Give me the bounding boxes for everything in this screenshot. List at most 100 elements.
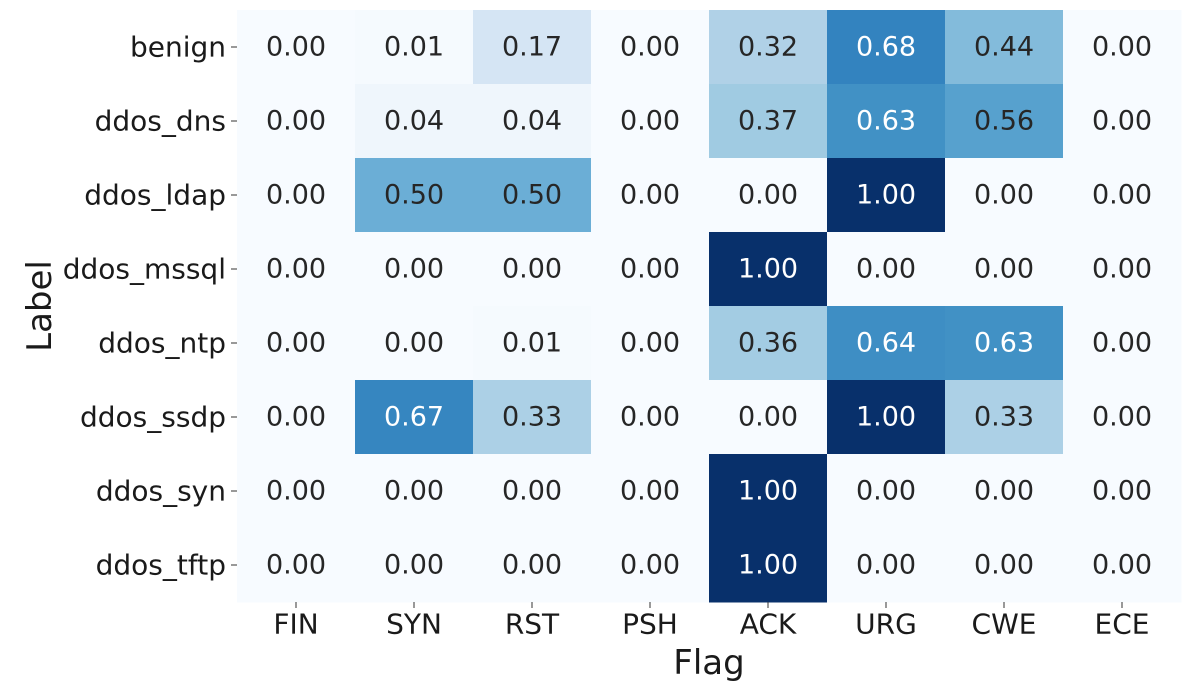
heatmap-cell-value: 0.00: [384, 254, 444, 285]
heatmap-cell-ddos_ntp-ECE: [1063, 306, 1182, 381]
heatmap-cell-benign-PSH: [591, 10, 710, 85]
heatmap-cell-ddos_dns-FIN: [237, 84, 356, 159]
heatmap-cell-value: 0.00: [1092, 550, 1152, 581]
heatmap-cell-ddos_ssdp-ECE: [1063, 380, 1182, 455]
heatmap-cell-value: 1.00: [738, 476, 798, 507]
heatmap-cell-value: 0.17: [502, 32, 562, 63]
heatmap-cell-value: 0.44: [974, 32, 1034, 63]
heatmap-cell-benign-CWE: [945, 10, 1064, 85]
heatmap-cell-value: 0.00: [620, 254, 680, 285]
y-tick-label: benign: [130, 31, 226, 64]
heatmap-cell-value: 1.00: [738, 254, 798, 285]
heatmap-cell-ddos_tftp-ECE: [1063, 528, 1182, 603]
heatmap-cell-value: 0.00: [384, 328, 444, 359]
heatmap-cell-ddos_syn-ECE: [1063, 454, 1182, 529]
heatmap-cell-value: 0.67: [384, 402, 444, 433]
heatmap-cell-value: 0.32: [738, 32, 798, 63]
y-tick-label: ddos_mssql: [63, 253, 226, 286]
heatmap-cell-ddos_ssdp-RST: [473, 380, 592, 455]
heatmap-cell-value: 1.00: [856, 402, 916, 433]
heatmap-cell-ddos_mssql-ACK: [709, 232, 828, 307]
heatmap-cell-value: 0.00: [384, 550, 444, 581]
heatmap-cell-ddos_syn-CWE: [945, 454, 1064, 529]
heatmap-cell-ddos_syn-PSH: [591, 454, 710, 529]
heatmap-cell-ddos_ntp-PSH: [591, 306, 710, 381]
heatmap-cell-ddos_ntp-URG: [827, 306, 946, 381]
y-tick-label: ddos_ssdp: [80, 401, 226, 434]
heatmap-cell-value: 0.00: [856, 254, 916, 285]
heatmap-cell-ddos_ldap-CWE: [945, 158, 1064, 233]
heatmap-cell-ddos_syn-URG: [827, 454, 946, 529]
heatmap-cell-ddos_ldap-ECE: [1063, 158, 1182, 233]
heatmap-cell-ddos_ldap-PSH: [591, 158, 710, 233]
heatmap-cell-value: 0.63: [974, 328, 1034, 359]
heatmap-cell-value: 0.33: [974, 402, 1034, 433]
heatmap-cell-ddos_syn-ACK: [709, 454, 828, 529]
heatmap-cell-labels: 0.00 0.01 0.17 0.00 0.32 0.68 0.44 0.00 0.00 0.04…: [266, 32, 1152, 581]
y-tick-label: ddos_ntp: [98, 327, 226, 360]
heatmap-cell-ddos_ldap-RST: [473, 158, 592, 233]
heatmap-cell-value: 0.00: [974, 476, 1034, 507]
heatmap-cell-ddos_dns-RST: [473, 84, 592, 159]
heatmap-cell-ddos_ssdp-ACK: [709, 380, 828, 455]
heatmap-cell-value: 0.00: [620, 550, 680, 581]
x-tick-label: ECE: [1095, 608, 1150, 641]
heatmap-cell-value: 0.00: [620, 328, 680, 359]
heatmap-cell-ddos_tftp-URG: [827, 528, 946, 603]
heatmap-cell-ddos_ssdp-URG: [827, 380, 946, 455]
heatmap-cell-benign-FIN: [237, 10, 356, 85]
heatmap-cell-value: 0.00: [856, 550, 916, 581]
heatmap-cell-value: 0.68: [856, 32, 916, 63]
heatmap-cell-ddos_ntp-CWE: [945, 306, 1064, 381]
x-axis-ticks: FIN SYN RST PSH ACK URG CWE ECE: [273, 602, 1149, 641]
x-tick-label: FIN: [273, 608, 318, 641]
x-tick-label: SYN: [386, 608, 442, 641]
heatmap-cell-value: 0.00: [856, 476, 916, 507]
heatmap-cell-ddos_ldap-URG: [827, 158, 946, 233]
heatmap-cell-benign-ACK: [709, 10, 828, 85]
heatmap-cell-value: 0.00: [974, 180, 1034, 211]
y-axis-title: Label: [20, 260, 60, 352]
heatmap-cell-ddos_dns-PSH: [591, 84, 710, 159]
heatmap-cell-value: 0.00: [1092, 254, 1152, 285]
heatmap-cell-ddos_dns-ECE: [1063, 84, 1182, 159]
x-tick-label: RST: [505, 608, 560, 641]
heatmap-cell-ddos_mssql-URG: [827, 232, 946, 307]
heatmap-cell-ddos_tftp-SYN: [355, 528, 474, 603]
heatmap-cell-ddos_ssdp-PSH: [591, 380, 710, 455]
heatmap-cell-value: 0.36: [738, 328, 798, 359]
heatmap-cell-ddos_mssql-FIN: [237, 232, 356, 307]
heatmap-cell-value: 0.63: [856, 106, 916, 137]
heatmap-cell-ddos_mssql-PSH: [591, 232, 710, 307]
heatmap-cell-value: 0.00: [1092, 328, 1152, 359]
heatmap-cell-ddos_ldap-FIN: [237, 158, 356, 233]
heatmap-cell-value: 0.64: [856, 328, 916, 359]
heatmap-cell-value: 0.00: [620, 106, 680, 137]
y-tick-label: ddos_dns: [95, 105, 226, 138]
heatmap-cell-value: 0.00: [1092, 32, 1152, 63]
heatmap-cell-ddos_tftp-RST: [473, 528, 592, 603]
heatmap-cell-value: 0.00: [502, 550, 562, 581]
heatmap-cell-value: 0.04: [384, 106, 444, 137]
y-tick-label: ddos_ldap: [84, 179, 226, 212]
heatmap-cell-benign-ECE: [1063, 10, 1182, 85]
heatmap-cell-value: 0.33: [502, 402, 562, 433]
heatmap-cell-ddos_ssdp-CWE: [945, 380, 1064, 455]
x-axis-title: Flag: [673, 643, 744, 683]
heatmap-cell-value: 0.50: [502, 180, 562, 211]
heatmap-cell-value: 0.00: [738, 180, 798, 211]
heatmap-cell-benign-SYN: [355, 10, 474, 85]
heatmap-cell-value: 0.01: [502, 328, 562, 359]
heatmap-cell-value: 0.00: [266, 550, 326, 581]
heatmap-cell-ddos_mssql-CWE: [945, 232, 1064, 307]
heatmap-cell-value: 0.00: [620, 180, 680, 211]
heatmap-cell-value: 1.00: [856, 180, 916, 211]
heatmap-cell-ddos_ntp-ACK: [709, 306, 828, 381]
heatmap-cell-ddos_tftp-PSH: [591, 528, 710, 603]
heatmap-cell-value: 0.00: [266, 106, 326, 137]
heatmap-cell-benign-RST: [473, 10, 592, 85]
heatmap-cell-ddos_ssdp-FIN: [237, 380, 356, 455]
heatmap-cell-value: 0.00: [266, 180, 326, 211]
heatmap-cell-ddos_ntp-RST: [473, 306, 592, 381]
heatmap-cell-ddos_ldap-ACK: [709, 158, 828, 233]
